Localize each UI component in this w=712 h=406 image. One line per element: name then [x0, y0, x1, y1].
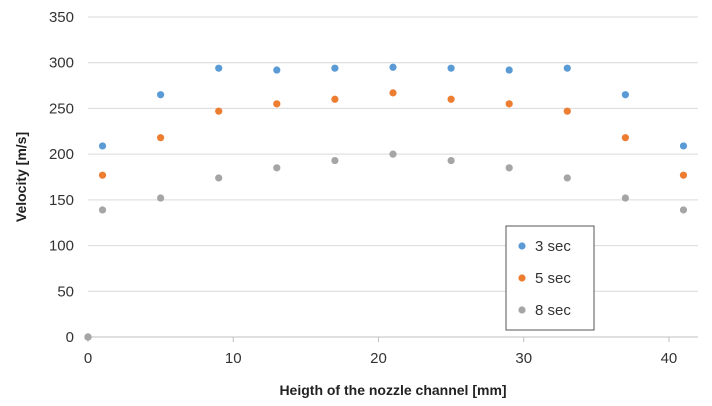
data-point — [98, 171, 107, 179]
gridlines — [88, 16, 698, 292]
data-point — [563, 64, 571, 72]
x-tick-label: 30 — [515, 350, 532, 367]
data-point — [157, 134, 165, 142]
data-point — [621, 194, 629, 202]
data-point — [447, 156, 455, 165]
axes — [87, 336, 698, 342]
y-tick-label: 200 — [49, 146, 74, 163]
y-tick-label: 250 — [49, 100, 74, 117]
data-point — [679, 142, 688, 150]
data-point — [273, 66, 281, 74]
x-tick-labels: 0 10 20 30 40 — [84, 350, 677, 367]
y-tick-label: 0 — [66, 329, 74, 346]
data-point — [215, 64, 223, 72]
x-tick-label: 20 — [370, 350, 387, 367]
data-point — [389, 150, 397, 158]
data-point — [679, 206, 688, 214]
y-tick-label: 50 — [57, 283, 74, 300]
x-tick-label: 40 — [661, 350, 678, 367]
data-point — [563, 174, 571, 182]
y-tick-labels: 0 50 100 150 200 250 300 350 — [49, 9, 74, 346]
y-tick-label: 350 — [49, 9, 74, 26]
data-point — [505, 164, 513, 172]
legend-marker — [518, 274, 526, 282]
data-point — [98, 206, 107, 214]
y-tick-label: 150 — [49, 192, 74, 209]
x-tick-label: 10 — [225, 350, 242, 367]
data-point — [215, 107, 223, 115]
y-tick-label: 100 — [49, 238, 74, 255]
data-point — [621, 91, 629, 99]
y-axis-title: Velocity [m/s] — [13, 132, 29, 222]
data-point — [157, 194, 165, 202]
data-point — [389, 63, 397, 71]
legend-marker — [518, 242, 526, 250]
data-point — [389, 89, 397, 97]
legend-label: 3 sec — [535, 238, 571, 255]
data-point — [331, 64, 339, 72]
data-point — [98, 142, 107, 150]
data-point — [157, 91, 165, 99]
data-point — [447, 95, 455, 103]
y-tick-label: 300 — [49, 55, 74, 72]
data-points — [84, 63, 688, 341]
data-point — [84, 333, 92, 341]
data-point — [679, 171, 688, 179]
legend: 3 sec 5 sec 8 sec — [505, 225, 595, 331]
data-point — [621, 134, 629, 142]
data-point — [505, 100, 513, 108]
x-axis-title: Heigth of the nozzle channel [mm] — [279, 382, 506, 398]
data-point — [215, 174, 223, 182]
x-tick-label: 0 — [84, 350, 92, 367]
data-point — [505, 66, 513, 74]
legend-label: 8 sec — [535, 302, 571, 319]
legend-marker — [518, 306, 526, 314]
data-point — [331, 156, 339, 165]
data-point — [273, 100, 281, 108]
data-point — [331, 95, 339, 103]
legend-label: 5 sec — [535, 270, 571, 287]
data-point — [447, 64, 455, 72]
data-point — [273, 164, 281, 172]
data-point — [563, 107, 571, 115]
